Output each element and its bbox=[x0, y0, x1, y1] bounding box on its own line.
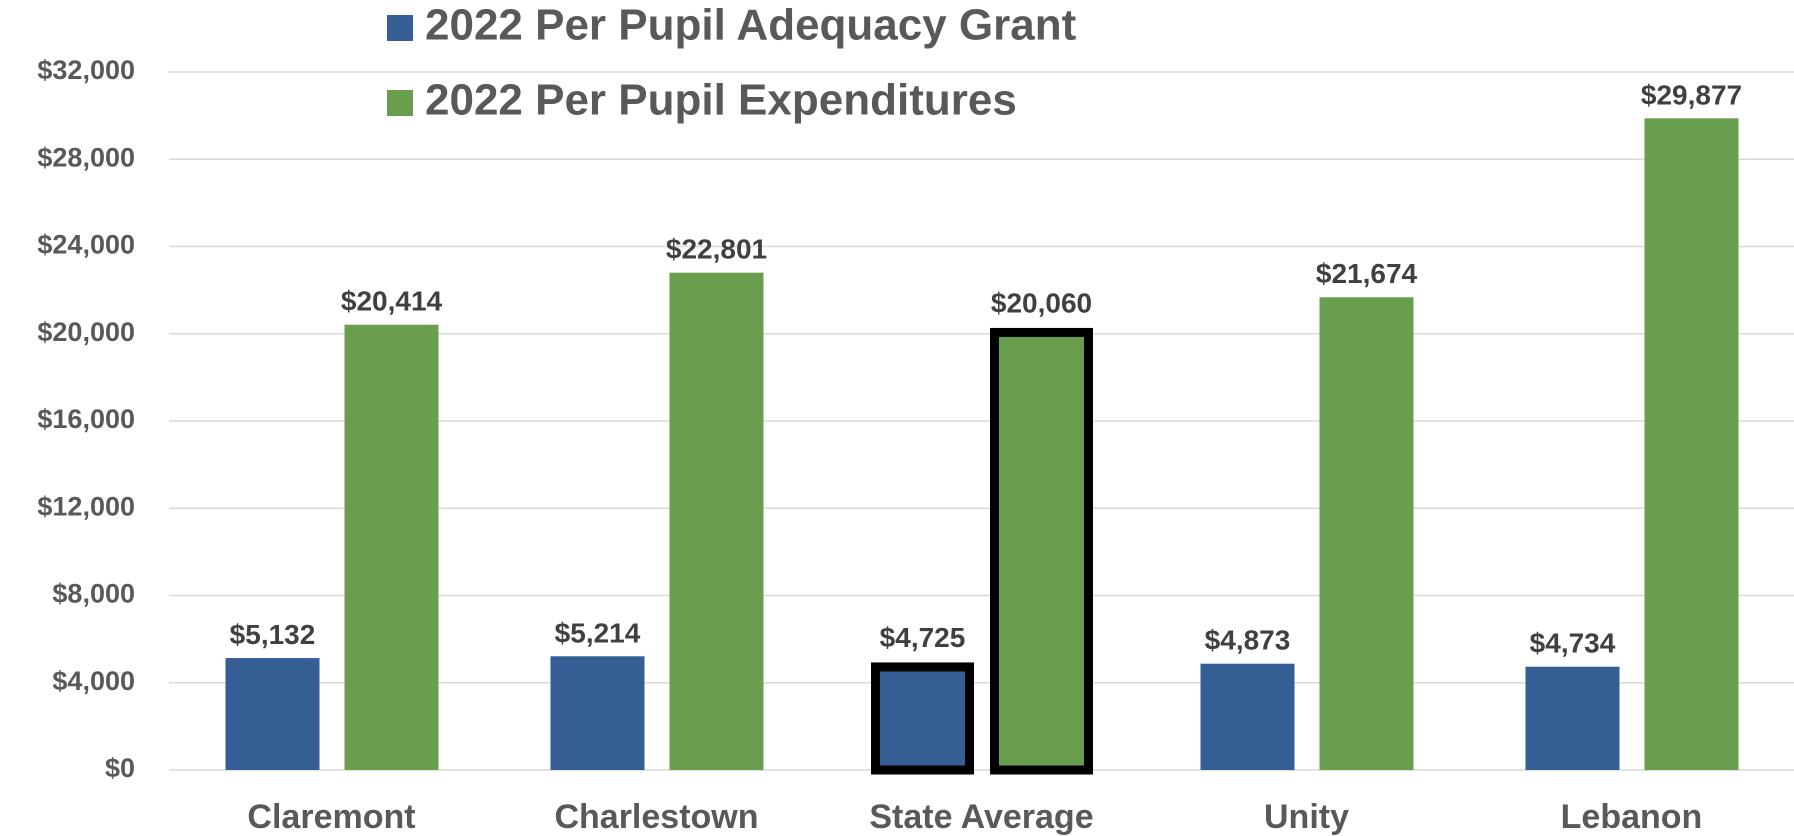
data-label: $4,725 bbox=[880, 622, 966, 653]
bar bbox=[344, 324, 439, 770]
y-tick-label: $28,000 bbox=[37, 142, 135, 172]
legend-swatch bbox=[387, 15, 413, 41]
x-tick-label: Claremont bbox=[247, 798, 415, 836]
x-tick-label: State Average bbox=[869, 798, 1093, 836]
data-label: $4,734 bbox=[1530, 628, 1616, 659]
data-label: $20,414 bbox=[341, 286, 443, 317]
legend-label: 2022 Per Pupil Expenditures bbox=[425, 76, 1017, 125]
y-tick-label: $0 bbox=[105, 753, 135, 783]
y-tick-label: $4,000 bbox=[52, 666, 135, 696]
data-label: $20,060 bbox=[991, 287, 1092, 318]
data-label: $21,674 bbox=[1316, 258, 1418, 289]
x-tick-label: Lebanon bbox=[1561, 798, 1703, 836]
bar bbox=[871, 662, 974, 775]
y-tick-label: $8,000 bbox=[52, 579, 135, 609]
bar bbox=[1644, 118, 1739, 771]
legend-swatch bbox=[387, 90, 413, 116]
x-tick-label: Charlestown bbox=[554, 798, 758, 836]
y-tick-label: $12,000 bbox=[37, 491, 135, 521]
bar bbox=[1319, 297, 1414, 770]
data-label: $22,801 bbox=[666, 234, 767, 265]
y-tick-label: $16,000 bbox=[37, 404, 135, 434]
data-label: $29,877 bbox=[1641, 79, 1742, 110]
data-label: $5,214 bbox=[555, 617, 641, 648]
y-tick-label: $24,000 bbox=[37, 230, 135, 260]
bar bbox=[669, 272, 764, 770]
x-tick-label: Unity bbox=[1264, 798, 1349, 836]
data-label: $5,132 bbox=[230, 619, 316, 650]
data-label: $4,873 bbox=[1205, 625, 1291, 656]
y-tick-label: $32,000 bbox=[37, 55, 135, 85]
bar bbox=[990, 327, 1093, 775]
bar bbox=[1200, 663, 1295, 770]
legend-label: 2022 Per Pupil Adequacy Grant bbox=[425, 1, 1077, 50]
y-tick-label: $20,000 bbox=[37, 317, 135, 347]
bar bbox=[225, 658, 320, 770]
bar bbox=[550, 656, 645, 770]
bar bbox=[1525, 666, 1620, 770]
